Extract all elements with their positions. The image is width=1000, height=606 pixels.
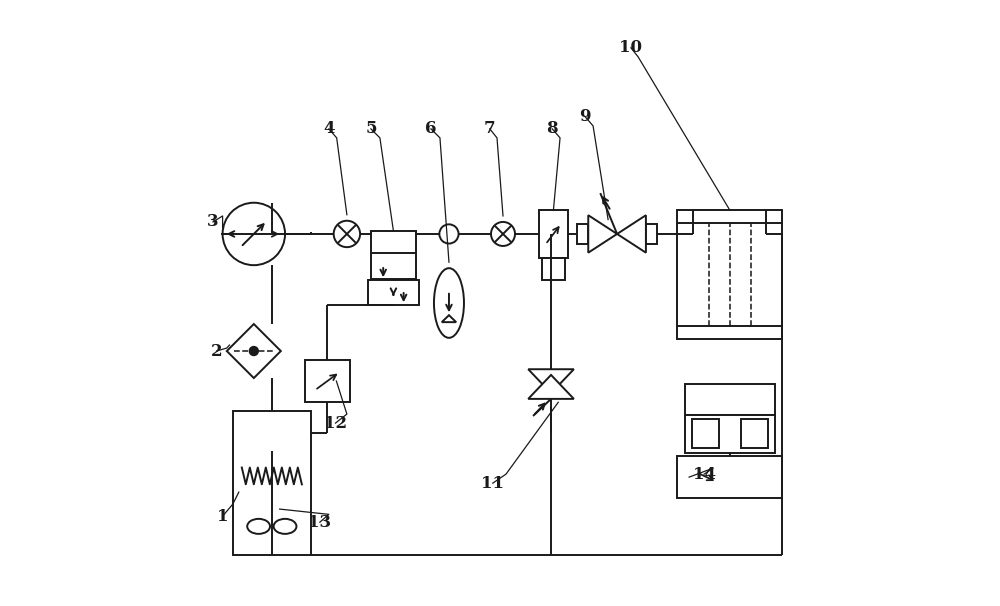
Bar	[685, 384, 775, 415]
Text: 8: 8	[546, 121, 558, 138]
Polygon shape	[528, 375, 574, 399]
Text: 7: 7	[484, 121, 496, 138]
Text: 12: 12	[324, 415, 347, 431]
Bar	[577, 224, 588, 244]
Bar	[677, 456, 782, 498]
Polygon shape	[227, 324, 281, 378]
Polygon shape	[528, 369, 574, 393]
Text: 10: 10	[619, 39, 642, 56]
Bar	[741, 419, 768, 448]
Text: 3: 3	[207, 213, 219, 230]
Text: 11: 11	[481, 474, 504, 491]
Bar	[677, 210, 782, 223]
Text: 9: 9	[580, 108, 591, 125]
Text: 14: 14	[693, 465, 716, 482]
Text: 4: 4	[323, 121, 335, 138]
Circle shape	[439, 224, 459, 244]
Bar	[692, 419, 719, 448]
Text: 2: 2	[211, 342, 222, 359]
Polygon shape	[442, 315, 456, 322]
Text: 1: 1	[217, 508, 228, 525]
Circle shape	[334, 221, 360, 247]
Ellipse shape	[274, 519, 296, 534]
Text: 13: 13	[308, 514, 331, 531]
Circle shape	[223, 203, 285, 265]
Circle shape	[250, 347, 258, 355]
Bar	[233, 411, 311, 555]
Bar	[368, 280, 419, 305]
Polygon shape	[588, 215, 617, 253]
Bar	[685, 415, 775, 453]
Bar	[371, 231, 416, 279]
Bar	[305, 360, 350, 402]
Bar	[539, 210, 568, 258]
Circle shape	[491, 222, 515, 246]
Polygon shape	[617, 215, 646, 253]
Text: 5: 5	[365, 121, 377, 138]
Ellipse shape	[247, 519, 270, 534]
Bar	[677, 326, 782, 339]
Bar	[646, 224, 657, 244]
Ellipse shape	[434, 268, 464, 338]
Text: 6: 6	[425, 121, 437, 138]
Bar	[542, 258, 565, 279]
